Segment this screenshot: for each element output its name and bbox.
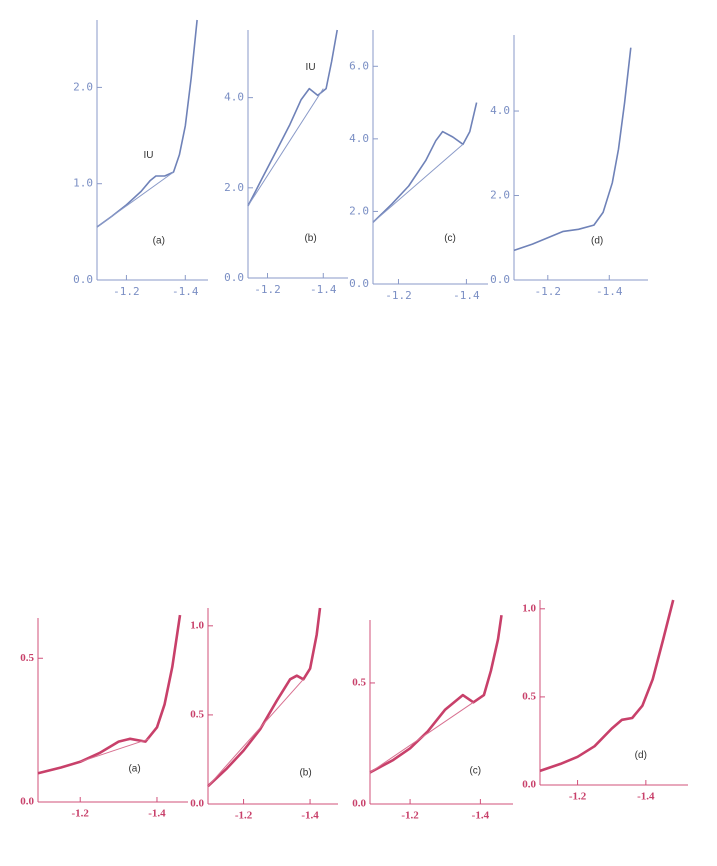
chart-panel: 0.0 1.0 2.0 -1.2 -1.4 (a) IU <box>73 19 208 298</box>
y-tick-label: 1.0 <box>190 619 204 631</box>
x-tick-label: -1.4 <box>301 810 319 822</box>
y-tick-label: 1.0 <box>73 177 93 190</box>
annotation: IU <box>144 150 154 161</box>
data-line <box>372 102 478 223</box>
y-tick-label: 2.0 <box>73 80 93 93</box>
data-line <box>513 47 632 252</box>
x-tick-label: -1.2 <box>113 285 140 298</box>
x-tick-label: -1.2 <box>569 791 587 803</box>
x-tick-label: -1.4 <box>310 283 337 296</box>
y-tick-label: 2.0 <box>224 181 244 194</box>
annotation: (d) <box>635 750 647 761</box>
y-tick-label: 4.0 <box>490 104 510 117</box>
y-tick-label: 2.0 <box>349 204 369 217</box>
x-tick-label: -1.2 <box>401 810 419 822</box>
y-tick-label: 0.0 <box>190 798 204 810</box>
annotation: (a) <box>153 236 165 247</box>
data-line <box>207 607 322 788</box>
chart-panel: 0.0 2.0 4.0 -1.2 -1.4 (b) IU <box>224 29 348 296</box>
data-line <box>80 738 150 763</box>
chart-panel: 0.0 0.5 -1.2 -1.4 (c) <box>352 615 513 822</box>
y-tick-label: 4.0 <box>349 132 369 145</box>
y-tick-label: 0.5 <box>20 652 34 664</box>
data-line <box>96 171 174 228</box>
chart-panel: 0.0 2.0 4.0 -1.2 -1.4 (d) <box>490 35 648 298</box>
x-tick-label: -1.4 <box>637 791 655 803</box>
annotation: (b) <box>299 767 311 778</box>
x-tick-label: -1.4 <box>472 810 490 822</box>
data-line <box>247 29 338 207</box>
chart-panel: 0.0 0.5 1.0 -1.2 -1.4 (d) <box>522 599 688 803</box>
x-tick-label: -1.2 <box>535 285 562 298</box>
y-tick-label: 0.0 <box>20 796 34 808</box>
data-line <box>247 88 324 207</box>
x-tick-label: -1.2 <box>385 289 412 302</box>
y-tick-label: 0.0 <box>349 277 369 290</box>
annotation: (d) <box>591 235 603 246</box>
x-tick-label: -1.2 <box>72 808 90 820</box>
annotation: (c) <box>444 233 456 244</box>
x-tick-label: -1.4 <box>453 289 480 302</box>
y-tick-label: 1.0 <box>522 602 536 614</box>
y-tick-label: 0.5 <box>352 676 366 688</box>
data-line <box>372 143 464 223</box>
x-tick-label: -1.2 <box>254 283 281 296</box>
x-tick-label: -1.4 <box>596 285 623 298</box>
data-line <box>207 678 304 787</box>
data-line <box>369 701 474 773</box>
y-tick-label: 2.0 <box>490 189 510 202</box>
annotation: (b) <box>304 233 316 244</box>
y-tick-label: 0.0 <box>224 271 244 284</box>
x-tick-label: -1.2 <box>235 810 253 822</box>
data-line <box>369 615 503 774</box>
data-line <box>37 614 182 775</box>
annotation: IU <box>306 62 316 73</box>
chart-panel: 0.0 0.5 -1.2 -1.4 (a) <box>20 614 188 820</box>
y-tick-label: 6.0 <box>349 59 369 72</box>
y-tick-label: 0.0 <box>522 779 536 791</box>
x-tick-label: -1.4 <box>172 285 199 298</box>
chart-panel: 0.0 0.5 1.0 -1.2 -1.4 (b) <box>190 607 338 822</box>
data-line <box>96 19 198 228</box>
data-line <box>539 599 675 773</box>
annotation: (a) <box>128 764 140 775</box>
y-tick-label: 0.5 <box>190 708 204 720</box>
y-tick-label: 0.0 <box>73 273 93 286</box>
y-tick-label: 0.5 <box>522 690 536 702</box>
annotation: (c) <box>469 766 481 777</box>
y-tick-label: 0.0 <box>352 798 366 810</box>
y-tick-label: 4.0 <box>224 91 244 104</box>
chart-panel: 0.0 2.0 4.0 6.0 -1.2 -1.4 (c) <box>349 30 488 302</box>
y-tick-label: 0.0 <box>490 273 510 286</box>
x-tick-label: -1.4 <box>148 808 166 820</box>
